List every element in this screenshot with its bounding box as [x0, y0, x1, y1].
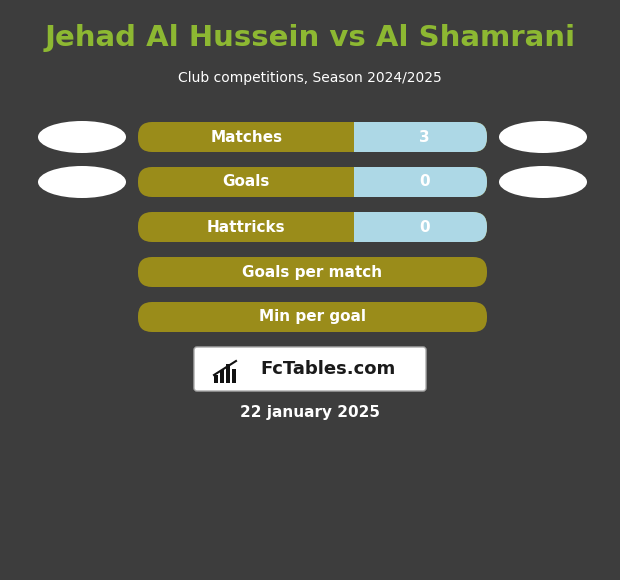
Text: 0: 0 [419, 219, 430, 234]
FancyBboxPatch shape [138, 212, 487, 242]
FancyBboxPatch shape [355, 122, 381, 152]
FancyBboxPatch shape [138, 122, 487, 152]
Text: Club competitions, Season 2024/2025: Club competitions, Season 2024/2025 [178, 71, 442, 85]
Text: Jehad Al Hussein vs Al Shamrani: Jehad Al Hussein vs Al Shamrani [45, 24, 575, 52]
FancyBboxPatch shape [355, 212, 381, 242]
Ellipse shape [499, 121, 587, 153]
FancyBboxPatch shape [194, 347, 426, 391]
Ellipse shape [38, 121, 126, 153]
FancyBboxPatch shape [138, 302, 487, 332]
FancyBboxPatch shape [355, 212, 487, 242]
FancyBboxPatch shape [355, 167, 487, 197]
Text: 0: 0 [419, 175, 430, 190]
Text: Goals: Goals [223, 175, 270, 190]
Text: FcTables.com: FcTables.com [260, 360, 396, 378]
Bar [226, 364, 230, 383]
FancyBboxPatch shape [355, 167, 381, 197]
FancyBboxPatch shape [138, 167, 487, 197]
Text: 3: 3 [419, 129, 430, 144]
Text: Goals per match: Goals per match [242, 264, 383, 280]
FancyBboxPatch shape [138, 257, 487, 287]
Ellipse shape [38, 166, 126, 198]
Bar [214, 375, 218, 383]
FancyBboxPatch shape [355, 122, 487, 152]
Bar [220, 370, 224, 383]
Text: Matches: Matches [210, 129, 282, 144]
Text: 22 january 2025: 22 january 2025 [240, 404, 380, 419]
Text: Hattricks: Hattricks [207, 219, 285, 234]
Text: Min per goal: Min per goal [259, 310, 366, 324]
Bar [232, 369, 236, 383]
Ellipse shape [499, 166, 587, 198]
